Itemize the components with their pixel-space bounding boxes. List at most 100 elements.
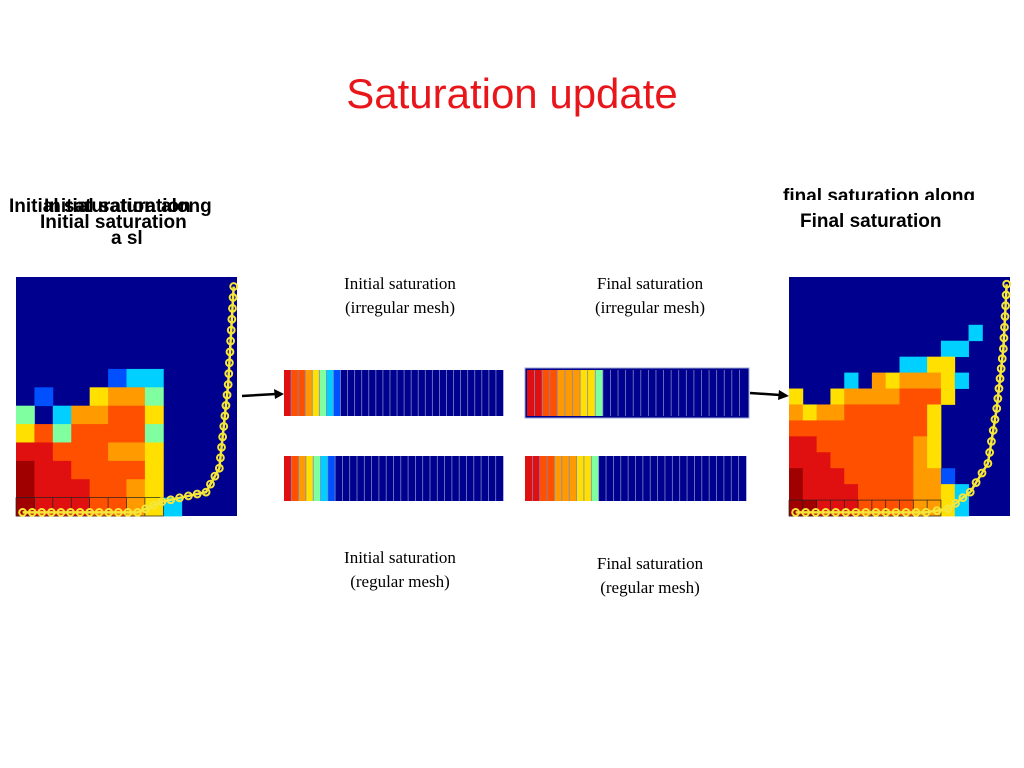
streamline-node bbox=[994, 384, 1004, 393]
bar-final-irregular bbox=[524, 367, 750, 419]
bar-cell bbox=[663, 370, 672, 416]
bar-cell bbox=[335, 456, 343, 501]
heatmap-cell bbox=[871, 468, 887, 485]
heatmap-cell bbox=[16, 405, 35, 425]
bar-cell bbox=[333, 370, 341, 416]
streamline-node bbox=[990, 415, 1000, 424]
heatmap-cell bbox=[858, 484, 873, 501]
heatmap-cell bbox=[927, 468, 942, 485]
heatmap-cell bbox=[34, 442, 54, 462]
bar-cell bbox=[481, 370, 490, 416]
bar-cell bbox=[305, 370, 313, 416]
bar-cell bbox=[534, 370, 543, 416]
heatmap-cell bbox=[899, 420, 914, 437]
bar-cell bbox=[724, 370, 733, 416]
heatmap-cell bbox=[802, 468, 818, 485]
streamline-node bbox=[133, 508, 142, 517]
streamline-node bbox=[228, 293, 238, 302]
heatmap-cell bbox=[789, 420, 804, 437]
bar-cell bbox=[542, 370, 551, 416]
heatmap-cell bbox=[89, 460, 109, 480]
bar-cell bbox=[686, 370, 695, 416]
heatmap-cell bbox=[954, 372, 969, 389]
streamline-node bbox=[993, 394, 1003, 403]
heatmap-cell bbox=[144, 424, 164, 443]
heatmap-cell bbox=[858, 468, 873, 485]
heatmap-cell bbox=[802, 484, 818, 501]
heatmap-cell bbox=[108, 479, 127, 499]
bar-cell bbox=[361, 370, 370, 416]
heatmap-cell bbox=[968, 324, 983, 342]
bar-cell bbox=[415, 456, 423, 501]
heatmap-cell bbox=[830, 436, 845, 453]
bar-cell bbox=[347, 370, 355, 416]
heatmap-cell bbox=[89, 424, 109, 443]
bar-cell bbox=[618, 370, 626, 416]
heatmap-cell bbox=[899, 452, 914, 469]
heatmap-cell bbox=[34, 479, 54, 499]
bar-cell bbox=[397, 370, 405, 416]
bar-cell bbox=[404, 370, 412, 416]
bar-cell bbox=[432, 370, 440, 416]
heatmap-cell bbox=[927, 388, 942, 405]
streamline-node bbox=[166, 495, 176, 505]
heatmap-cell bbox=[108, 424, 127, 443]
bar-cell bbox=[554, 456, 563, 501]
heatmap-cell bbox=[126, 368, 146, 388]
heatmap-cell bbox=[913, 356, 928, 373]
heatmap-cell bbox=[913, 404, 928, 421]
streamline-node bbox=[175, 493, 184, 503]
bar-cell bbox=[400, 456, 409, 501]
streamline-node bbox=[226, 325, 236, 335]
streamline-node bbox=[998, 344, 1008, 354]
streamline-node bbox=[985, 448, 995, 457]
bar-cell bbox=[527, 370, 535, 416]
heatmap-cell bbox=[789, 388, 804, 405]
bar-cell bbox=[320, 456, 329, 501]
bar-cell bbox=[459, 456, 467, 501]
heatmap-cell bbox=[899, 404, 914, 421]
heatmap-cell bbox=[52, 479, 72, 499]
heatmap-cell bbox=[108, 460, 127, 480]
bar-cell bbox=[572, 370, 581, 416]
heatmap-cell bbox=[913, 484, 928, 501]
bar-cell bbox=[576, 456, 585, 501]
streamline-node bbox=[221, 401, 231, 410]
bar-cell bbox=[284, 456, 292, 501]
left-label-sl: a sl bbox=[111, 228, 143, 249]
bar-cell bbox=[549, 370, 558, 416]
heatmap-cell bbox=[885, 372, 900, 389]
heatmap-cell bbox=[830, 468, 845, 485]
bar-cell bbox=[319, 370, 327, 416]
heatmap-cell bbox=[830, 420, 845, 437]
caption-final-regular: Final saturation (regular mesh) bbox=[560, 552, 740, 600]
bar-cell bbox=[625, 370, 634, 416]
heatmap-cell bbox=[844, 420, 859, 437]
heatmap-cell bbox=[899, 484, 914, 501]
bar-cell bbox=[648, 370, 657, 416]
left-label-initial: Initial saturation bbox=[40, 212, 187, 233]
bar-cell bbox=[598, 456, 607, 501]
streamline-node bbox=[811, 508, 821, 517]
streamline-node bbox=[183, 491, 193, 501]
bar-cell bbox=[488, 370, 497, 416]
bar-cell bbox=[342, 456, 350, 501]
heatmap-cell bbox=[16, 460, 35, 480]
heatmap-cell bbox=[71, 442, 91, 462]
bar-cell bbox=[495, 370, 504, 416]
heatmap-cell bbox=[899, 372, 914, 389]
heatmap-cell bbox=[126, 387, 146, 407]
heatmap-cell bbox=[816, 468, 831, 485]
bar-cell bbox=[672, 456, 680, 501]
heatmap-cell bbox=[885, 404, 900, 421]
bar-cell bbox=[298, 456, 307, 501]
heatmap-cell bbox=[830, 404, 845, 421]
heatmap-cell bbox=[885, 436, 900, 453]
heatmap-cell bbox=[34, 387, 54, 407]
bar-cell bbox=[446, 370, 454, 416]
streamline-node bbox=[219, 421, 229, 431]
heatmap-cell bbox=[940, 356, 956, 373]
streamline-node bbox=[123, 508, 133, 517]
bar-cell bbox=[525, 456, 533, 501]
streamline-node bbox=[223, 380, 233, 389]
